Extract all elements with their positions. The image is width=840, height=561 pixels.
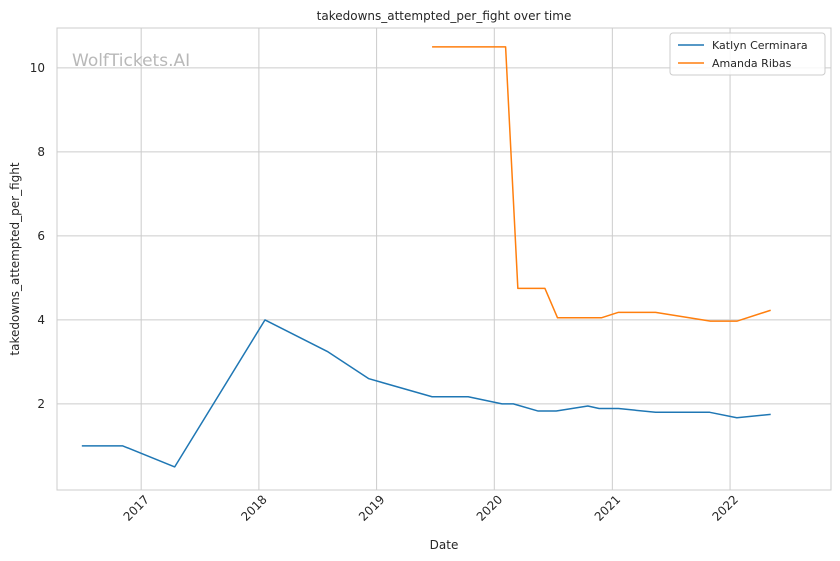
legend-label-2: Amanda Ribas [712,57,792,70]
y-axis-title: takedowns_attempted_per_fight [8,162,22,355]
legend-frame [669,32,826,76]
x-axis-title: Date [430,538,459,552]
y-tick-label: 2 [37,397,45,411]
legend-label-1: Katlyn Cerminara [712,39,808,52]
legend: Katlyn Cerminara Amanda Ribas [669,32,826,76]
series-line-1 [81,319,771,468]
y-tick-label: 6 [37,229,45,243]
chart-title: takedowns_attempted_per_fight over time [317,9,572,23]
y-tick-label: 4 [37,313,45,327]
y-tick-label: 10 [30,61,45,75]
series-line-2 [432,46,771,322]
plot-frame [56,27,832,491]
watermark-text: WolfTickets.AI [72,51,190,71]
series-layer [81,46,771,468]
y-tick-label: 8 [37,145,45,159]
grid-layer [57,28,831,490]
y-tick-labels: 2 4 6 8 10 [30,61,45,411]
